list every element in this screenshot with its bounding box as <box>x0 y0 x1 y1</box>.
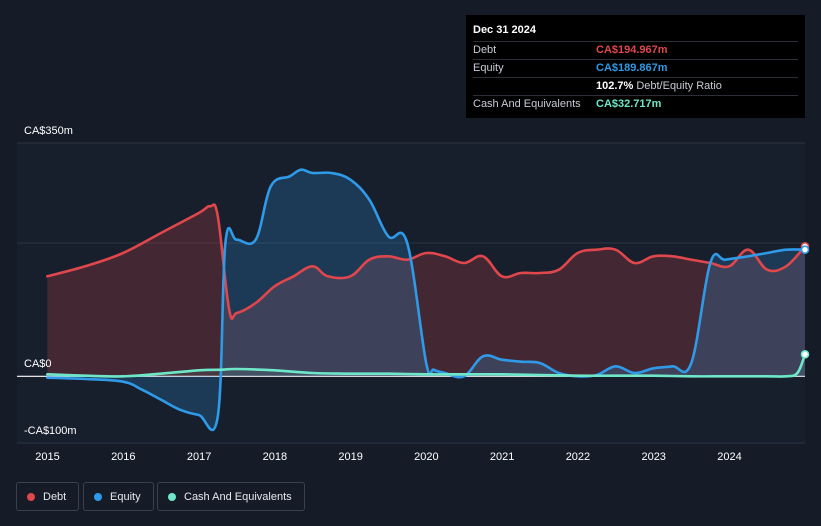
tooltip-ratio-value: 102.7% <box>596 80 634 92</box>
tooltip-cash-label: Cash And Equivalents <box>473 98 581 110</box>
marker-layer <box>800 242 810 359</box>
x-tick-label: 2019 <box>338 451 363 463</box>
equity-line <box>46 168 807 432</box>
tooltip-debt-value: CA$194.967m <box>596 44 668 56</box>
tooltip-row-debt: Debt CA$194.967m <box>473 41 798 59</box>
tooltip-row-equity: Equity CA$189.867m <box>473 59 798 77</box>
tooltip-ratio-suffix: Debt/Equity Ratio <box>636 80 722 92</box>
tooltip-row-ratio: 102.7% Debt/Equity Ratio <box>473 77 798 95</box>
y-tick-label-zero: CA$0 <box>24 358 52 370</box>
cash-legend-dot-icon <box>168 492 176 501</box>
legend-item-cash[interactable]: Cash And Equivalents <box>157 482 305 511</box>
legend-debt-label: Debt <box>43 490 67 503</box>
cash-end-marker <box>800 350 810 359</box>
tooltip-date: Dec 31 2024 <box>473 24 536 36</box>
legend-equity-label: Equity <box>110 490 141 503</box>
debt-line <box>46 203 807 321</box>
x-tick-label: 2015 <box>35 451 60 463</box>
tooltip-cash-value: CA$32.717m <box>596 98 662 110</box>
area-layer <box>47 169 806 431</box>
cash-line <box>46 353 807 378</box>
x-tick-label: 2018 <box>262 451 288 463</box>
tooltip-equity-value: CA$189.867m <box>596 62 668 74</box>
cash-area <box>47 354 806 377</box>
equity-legend-dot-icon <box>94 492 102 501</box>
tooltip-ratio-label <box>473 78 596 95</box>
debt-legend-dot-icon <box>27 492 35 501</box>
legend-cash-label: Cash And Equivalents <box>184 490 292 503</box>
x-tick-label: 2022 <box>565 451 591 463</box>
tooltip-row-cash: Cash And Equivalents CA$32.717m <box>473 95 798 113</box>
x-tick-label: 2020 <box>414 451 439 463</box>
legend-item-equity[interactable]: Equity <box>83 482 154 511</box>
debt-area <box>47 204 806 377</box>
line-layer <box>46 168 807 432</box>
tooltip-equity-label: Equity <box>473 62 504 74</box>
legend-item-debt[interactable]: Debt <box>16 482 80 511</box>
equity-area <box>47 169 806 431</box>
y-tick-label-bottom: -CA$100m <box>24 425 77 437</box>
x-tick-label: 2024 <box>717 451 742 463</box>
x-tick-label: 2017 <box>186 451 212 463</box>
x-tick-label: 2021 <box>489 451 515 463</box>
equity-end-marker <box>800 245 810 254</box>
x-tick-label: 2023 <box>641 451 666 463</box>
x-tick-label: 2016 <box>111 451 136 463</box>
y-tick-label-top: CA$350m <box>24 125 73 137</box>
tooltip-debt-label: Debt <box>473 44 497 56</box>
data-tooltip: Dec 31 2024 Debt CA$194.967m Equity CA$1… <box>466 15 805 118</box>
